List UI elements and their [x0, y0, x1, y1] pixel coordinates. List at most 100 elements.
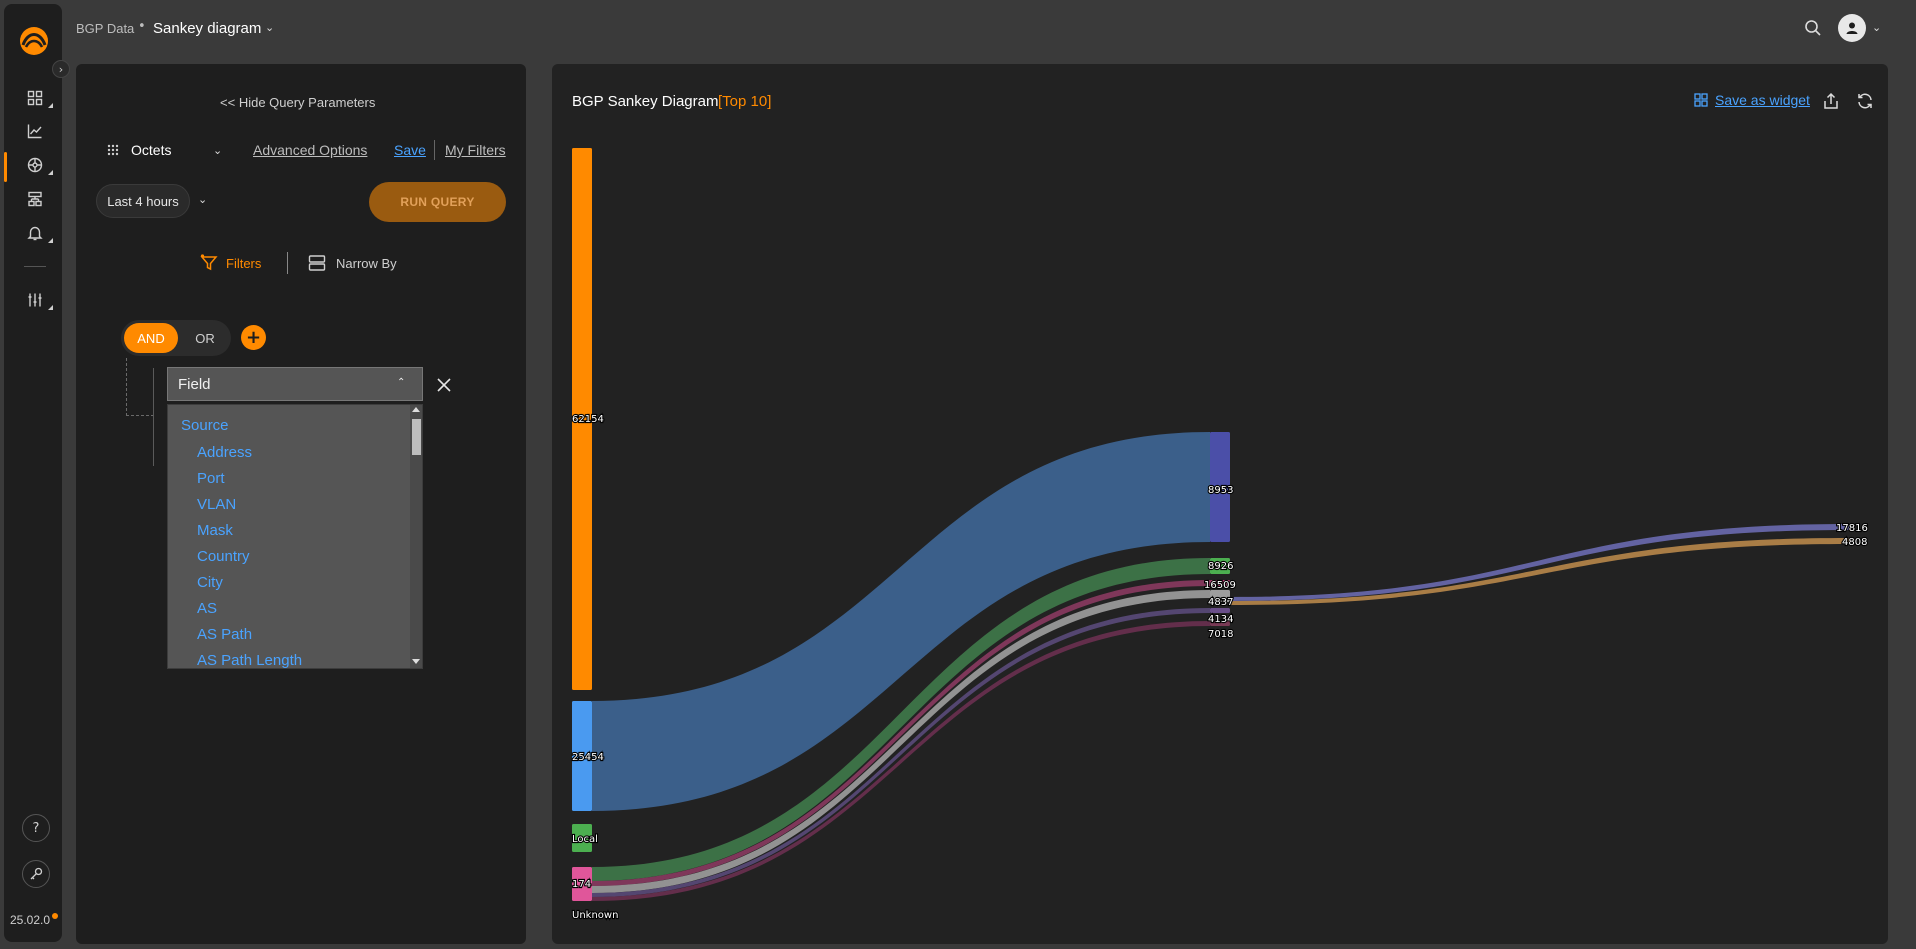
- scroll-up-arrow-icon[interactable]: [412, 407, 420, 412]
- metric-select[interactable]: Octets: [131, 142, 172, 158]
- grid-dots-icon: [107, 144, 119, 156]
- help-icon[interactable]: ?: [22, 814, 50, 842]
- field-dropdown-list: Source Address Port VLAN Mask Country Ci…: [167, 404, 423, 669]
- list-item[interactable]: Address: [197, 444, 253, 461]
- breadcrumb-separator: •: [138, 19, 146, 34]
- sankey-node-label: 16509: [1204, 580, 1236, 591]
- list-item[interactable]: Mask: [197, 522, 233, 539]
- sankey-node-4808[interactable]: [1848, 538, 1850, 544]
- sankey-node-label: 4808: [1842, 537, 1867, 548]
- key-icon[interactable]: [22, 860, 50, 888]
- chart-icon[interactable]: [23, 119, 47, 143]
- sankey-node-label: 8926: [1208, 561, 1233, 572]
- sankey-link-174-4134[interactable]: [592, 608, 1210, 897]
- option-group-source: Source: [181, 417, 229, 434]
- sankey-node-label: 62154: [572, 414, 604, 425]
- and-button[interactable]: AND: [124, 323, 178, 353]
- breadcrumb-root[interactable]: BGP Data: [76, 21, 135, 36]
- chevron-down-icon[interactable]: ⌄: [1872, 21, 1882, 34]
- topology-icon[interactable]: [23, 187, 47, 211]
- sankey-node-label: 8953: [1208, 485, 1233, 496]
- sankey-node-7018[interactable]: [1210, 621, 1230, 626]
- sankey-node-label: 25454: [572, 752, 604, 763]
- sankey-node-17816[interactable]: [1848, 524, 1850, 530]
- dashboard-icon[interactable]: [23, 86, 53, 110]
- chevron-down-icon[interactable]: ⌄: [213, 144, 223, 157]
- time-range-select[interactable]: Last 4 hours: [96, 184, 190, 218]
- list-item[interactable]: AS Path Length: [197, 652, 303, 669]
- sankey-node-8953[interactable]: [1210, 432, 1230, 542]
- sankey-node-label: 4134: [1208, 614, 1233, 625]
- tab-narrow-by[interactable]: Narrow By: [308, 253, 397, 273]
- server-stack-icon: [308, 255, 326, 271]
- save-as-widget-button[interactable]: Save as widget: [1694, 92, 1810, 108]
- sankey-node-label: Unknown: [572, 910, 618, 921]
- sankey-link-174-16509[interactable]: [592, 580, 1210, 886]
- filter-tree-line: [153, 368, 154, 466]
- sankey-link-4837-17816[interactable]: [1230, 524, 1848, 601]
- app-logo-icon[interactable]: [20, 27, 48, 55]
- add-filter-button[interactable]: +: [241, 325, 266, 350]
- hide-query-label: Hide Query Parameters: [238, 95, 376, 110]
- sankey-node-local[interactable]: [572, 824, 592, 852]
- list-item[interactable]: VLAN: [197, 496, 237, 513]
- field-select[interactable]: Field: [167, 367, 423, 401]
- left-rail: ?: [4, 4, 62, 942]
- filter-tree-line: [126, 415, 154, 416]
- scroll-thumb[interactable]: [412, 419, 421, 455]
- link-divider: [434, 140, 435, 160]
- run-query-button[interactable]: RUN QUERY: [369, 182, 506, 222]
- share-icon[interactable]: [1822, 92, 1840, 110]
- scroll-down-arrow-icon[interactable]: [412, 659, 420, 664]
- save-as-widget-label: Save as widget: [1715, 92, 1810, 108]
- sankey-node-8926[interactable]: [1210, 558, 1230, 574]
- tab-filters[interactable]: Filters: [200, 253, 261, 273]
- sankey-node-62154[interactable]: [572, 148, 592, 690]
- filter-icon: [200, 254, 218, 271]
- sankey-link-174-8926[interactable]: [592, 558, 1210, 881]
- rail-divider: [24, 266, 46, 267]
- network-icon[interactable]: [23, 153, 53, 177]
- list-item[interactable]: Country: [197, 548, 250, 565]
- chevron-up-icon[interactable]: ⌃: [397, 377, 406, 388]
- sankey-node-4837[interactable]: [1210, 590, 1230, 602]
- list-item[interactable]: Port: [197, 470, 225, 487]
- sankey-node-174[interactable]: [572, 867, 592, 901]
- advanced-options-link[interactable]: Advanced Options: [253, 142, 368, 158]
- hide-query-parameters-button[interactable]: << Hide Query Parameters: [220, 95, 375, 110]
- tab-filters-label: Filters: [226, 255, 262, 271]
- chevron-down-icon[interactable]: ⌄: [198, 193, 208, 206]
- chart-top-tag: [Top 10]: [718, 93, 772, 110]
- sankey-node-4134[interactable]: [1210, 608, 1230, 613]
- expand-rail-chevron-icon[interactable]: ›: [52, 60, 70, 78]
- chevron-down-icon[interactable]: ⌄: [265, 21, 275, 34]
- sankey-node-16509[interactable]: [1210, 580, 1230, 586]
- or-button[interactable]: OR: [195, 330, 215, 346]
- list-item[interactable]: AS Path: [197, 626, 253, 643]
- sliders-icon[interactable]: [23, 288, 53, 312]
- list-item[interactable]: AS: [197, 600, 218, 617]
- sankey-node-25454[interactable]: [572, 701, 592, 811]
- list-item[interactable]: City: [197, 574, 223, 591]
- search-icon[interactable]: [1804, 19, 1822, 37]
- filter-tree-line: [126, 358, 127, 416]
- page-title[interactable]: Sankey diagram: [153, 20, 262, 37]
- sankey-link-174-4837[interactable]: [592, 590, 1210, 893]
- tab-divider: [287, 252, 288, 274]
- double-chevron-left-icon: <<: [220, 95, 236, 110]
- bell-icon[interactable]: [23, 221, 53, 245]
- sankey-link-174-7018[interactable]: [592, 621, 1210, 901]
- sankey-link-25454-8953[interactable]: [592, 432, 1210, 811]
- refresh-icon[interactable]: [1856, 92, 1874, 110]
- avatar[interactable]: [1838, 14, 1866, 42]
- sankey-chart: 62154 25454 Local 174 Unknown 8953 8926 16509 48…: [571, 148, 1869, 922]
- sankey-node-label: 174: [572, 879, 591, 890]
- my-filters-link[interactable]: My Filters: [445, 142, 506, 158]
- sankey-link-4837-4808[interactable]: [1230, 538, 1848, 605]
- sankey-node-label: 7018: [1208, 629, 1233, 640]
- sankey-node-label: 4837: [1208, 597, 1233, 608]
- close-icon[interactable]: [435, 376, 453, 394]
- scrollbar[interactable]: [410, 405, 422, 668]
- save-link[interactable]: Save: [394, 142, 426, 158]
- update-dot-icon: [52, 913, 58, 919]
